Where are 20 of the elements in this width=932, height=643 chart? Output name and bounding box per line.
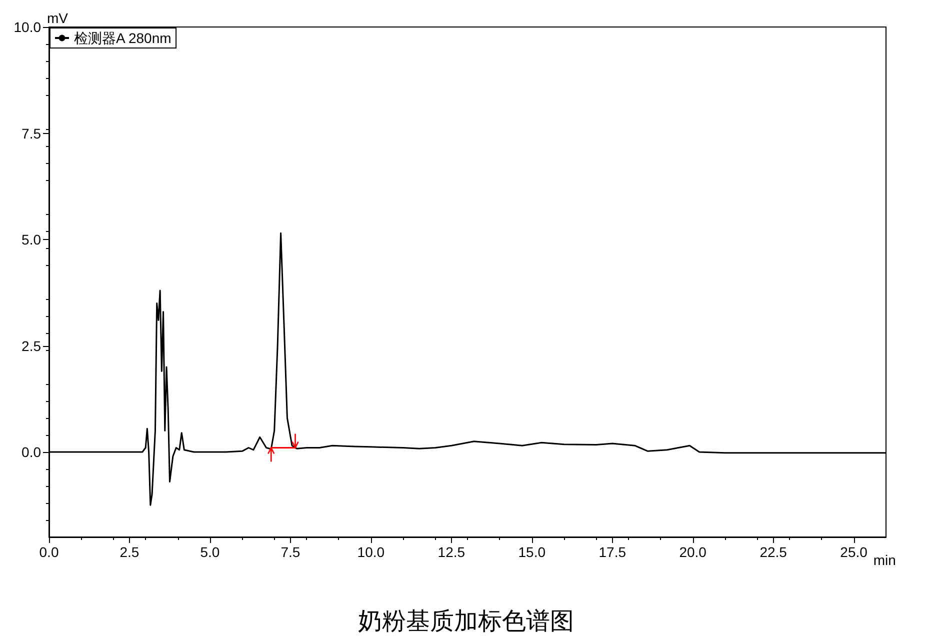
x-tick-label: 12.5 [438,544,466,560]
y-axis-title: mV [47,10,69,26]
y-tick-label: 2.5 [22,338,42,354]
legend-label: 检测器A 280nm [74,30,172,46]
x-tick-label: 7.5 [280,544,300,560]
y-tick-label: 10.0 [14,19,42,35]
text: 奶粉基质加标色谱图 [358,608,574,635]
x-tick-label: 20.0 [679,544,707,560]
x-tick-label: 10.0 [357,544,385,560]
x-tick-label: 5.0 [200,544,220,560]
y-tick-label: 0.0 [22,444,42,460]
y-tick-label: 5.0 [22,232,42,248]
x-tick-label: 22.5 [760,544,788,560]
x-tick-label: 2.5 [120,544,140,560]
x-tick-label: 17.5 [598,544,626,560]
y-tick-label: 7.5 [22,125,42,142]
x-tick-label: 0.0 [39,544,59,560]
x-tick-label: 25.0 [840,544,868,560]
x-tick-label: 15.0 [518,544,546,560]
x-axis-title: min [873,552,896,568]
